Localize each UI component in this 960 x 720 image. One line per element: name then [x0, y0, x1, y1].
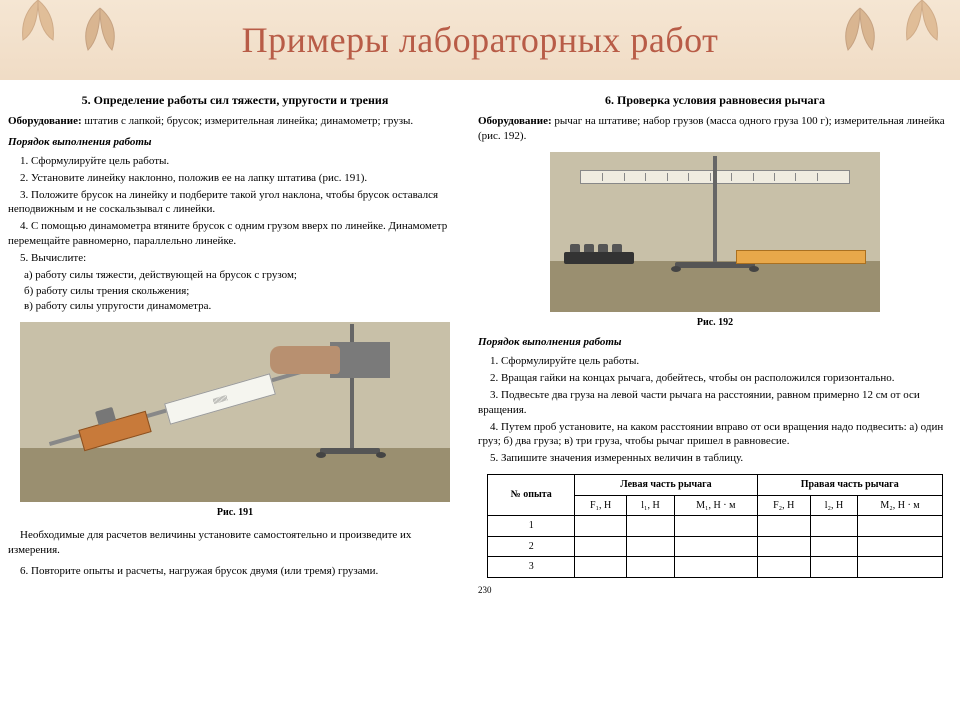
col-header: M₂, Н · м: [858, 495, 942, 516]
lab6-order-title: Порядок выполнения работы: [478, 335, 952, 350]
lab5-column: 5. Определение работы сил тяжести, упруг…: [0, 80, 470, 720]
page-title: Примеры лабораторных работ: [242, 19, 719, 61]
hand-icon: [270, 346, 340, 374]
col-header: l₁, Н: [627, 495, 674, 516]
row-num: 2: [488, 536, 575, 557]
cell: [810, 536, 858, 557]
figure-192-caption: Рис. 192: [478, 316, 952, 330]
cell: [810, 557, 858, 578]
flat-ruler-icon: [736, 250, 866, 264]
col-group-right: Правая часть рычага: [757, 475, 942, 496]
cell: [810, 516, 858, 537]
equipment-label: Оборудование:: [478, 115, 552, 127]
dynamometer-icon: ||||||||||||: [164, 374, 276, 425]
lab6-equipment: Оборудование: рычаг на штативе; набор гр…: [478, 114, 952, 144]
col-header: M₁, Н · м: [674, 495, 757, 516]
cell: [627, 557, 674, 578]
cell: [627, 516, 674, 537]
stand-foot-icon: [749, 266, 759, 272]
stand-pole-icon: [713, 156, 717, 268]
cell: [627, 536, 674, 557]
col-group-left: Левая часть рычага: [575, 475, 758, 496]
table-row: 1: [488, 516, 942, 537]
cell: [858, 557, 942, 578]
cell: [757, 557, 810, 578]
lab6-step: 2. Вращая гайки на концах рычага, добейт…: [478, 371, 952, 386]
figure-191-caption: Рис. 191: [8, 506, 462, 520]
leaf-decoration-icon: [892, 0, 952, 55]
figure-192-scene: [550, 152, 880, 312]
leaf-decoration-icon: [70, 0, 130, 60]
wooden-block-icon: [78, 411, 151, 451]
table-row: 2: [488, 536, 942, 557]
row-num: 1: [488, 516, 575, 537]
results-table: № опыта Левая часть рычага Правая часть …: [487, 474, 942, 578]
leaf-decoration-icon: [830, 0, 890, 60]
page-number: 230: [478, 584, 952, 596]
lab6-step: 4. Путем проб установите, на каком расст…: [478, 420, 952, 450]
lab6-column: 6. Проверка условия равновесия рычага Об…: [470, 80, 960, 720]
lab5-step: 5. Вычислите:: [8, 251, 462, 266]
lab6-heading: 6. Проверка условия равновесия рычага: [478, 92, 952, 108]
leaf-decoration-icon: [8, 0, 68, 55]
stand-base-icon: [320, 448, 380, 454]
col-header: F₁, Н: [575, 495, 627, 516]
title-band: Примеры лабораторных работ: [0, 0, 960, 80]
cell: [575, 536, 627, 557]
table-row: 3: [488, 557, 942, 578]
lab5-heading: 5. Определение работы сил тяжести, упруг…: [8, 92, 462, 108]
lab5-equipment: Оборудование: штатив с лапкой; брусок; и…: [8, 114, 462, 129]
lab6-step: 3. Подвесьте два груза на левой части ры…: [478, 388, 952, 418]
equipment-label: Оборудование:: [8, 115, 82, 127]
stand-foot-icon: [316, 452, 326, 458]
cell: [674, 516, 757, 537]
col-header: l₂, Н: [810, 495, 858, 516]
cell: [674, 557, 757, 578]
figure-191-scene: ||||||||||||: [20, 322, 450, 502]
cell: [757, 516, 810, 537]
lab5-step: 2. Установите линейку наклонно, положив …: [8, 171, 462, 186]
figure-192: Рис. 192: [478, 152, 952, 330]
lab5-step: 6. Повторите опыты и расчеты, нагружая б…: [8, 564, 462, 579]
row-num: 3: [488, 557, 575, 578]
lab6-step: 5. Запишите значения измеренных величин …: [478, 451, 952, 466]
lab5-step: 4. С помощью динамометра втяните брусок …: [8, 219, 462, 249]
cell: [858, 516, 942, 537]
col-header: F₂, Н: [757, 495, 810, 516]
table-row: № опыта Левая часть рычага Правая часть …: [488, 475, 942, 496]
lab5-order-title: Порядок выполнения работы: [8, 135, 462, 150]
cell: [575, 516, 627, 537]
figure-191: |||||||||||| Рис. 191: [8, 322, 462, 520]
lab5-note: Необходимые для расчетов величины устано…: [8, 528, 462, 558]
lab6-step: 1. Сформулируйте цель работы.: [478, 354, 952, 369]
lab5-substep: в) работу силы упругости динамометра.: [24, 299, 462, 314]
cell: [757, 536, 810, 557]
lab5-substep: б) работу силы трения скольжения;: [24, 284, 462, 299]
cell: [674, 536, 757, 557]
weight-set-icon: [564, 252, 634, 264]
stand-foot-icon: [671, 266, 681, 272]
lab5-substep: а) работу силы тяжести, действующей на б…: [24, 268, 462, 283]
lab5-step: 1. Сформулируйте цель работы.: [8, 154, 462, 169]
cell: [858, 536, 942, 557]
cell: [575, 557, 627, 578]
content-area: 5. Определение работы сил тяжести, упруг…: [0, 80, 960, 720]
equipment-text: штатив с лапкой; брусок; измерительная л…: [82, 115, 414, 127]
col-experiment: № опыта: [488, 475, 575, 516]
stand-foot-icon: [376, 452, 386, 458]
lab5-step: 3. Положите брусок на линейку и подберит…: [8, 188, 462, 218]
weight-icon: [95, 407, 116, 425]
